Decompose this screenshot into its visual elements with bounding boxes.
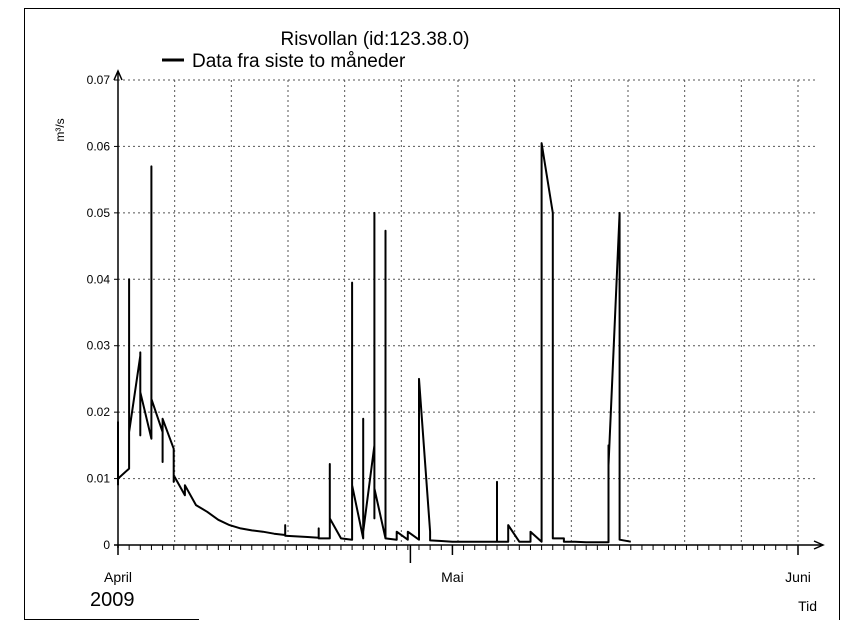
axes <box>113 69 825 550</box>
series-line <box>117 142 631 544</box>
y-tick-label: 0.04 <box>87 272 111 286</box>
y-axis-ticks: 0 0.01 0.02 0.03 0.04 0.05 0.06 0.07 <box>87 73 118 552</box>
x-axis-label: Tid <box>798 598 817 614</box>
grid <box>118 79 815 545</box>
series-layer <box>117 142 631 544</box>
y-axis-label: m³/s <box>53 118 67 141</box>
y-tick-label: 0.02 <box>87 405 111 419</box>
y-tick-label: 0.03 <box>87 339 111 353</box>
y-tick-label: 0 <box>103 538 110 552</box>
y-tick-label: 0.05 <box>87 206 111 220</box>
x-month-label: April <box>104 569 132 585</box>
x-axis-ticks: April Mai Juni <box>104 545 811 585</box>
chart-frame-bottom <box>24 619 199 620</box>
legend-label: Data fra siste to måneder <box>192 51 406 72</box>
y-axis-arrow <box>113 69 123 81</box>
y-tick-label: 0.07 <box>87 73 111 87</box>
x-axis-arrow <box>813 540 825 550</box>
year-label: 2009 <box>90 589 135 611</box>
chart-frame <box>24 8 840 620</box>
y-tick-label: 0.01 <box>87 472 111 486</box>
chart-title: Risvollan (id:123.38.0) <box>280 29 469 50</box>
y-tick-label: 0.06 <box>87 139 111 153</box>
x-month-label: Mai <box>441 569 464 585</box>
x-month-label: Juni <box>785 569 811 585</box>
